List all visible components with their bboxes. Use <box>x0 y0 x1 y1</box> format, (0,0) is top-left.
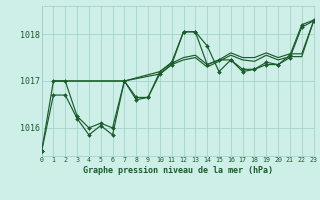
X-axis label: Graphe pression niveau de la mer (hPa): Graphe pression niveau de la mer (hPa) <box>83 166 273 175</box>
